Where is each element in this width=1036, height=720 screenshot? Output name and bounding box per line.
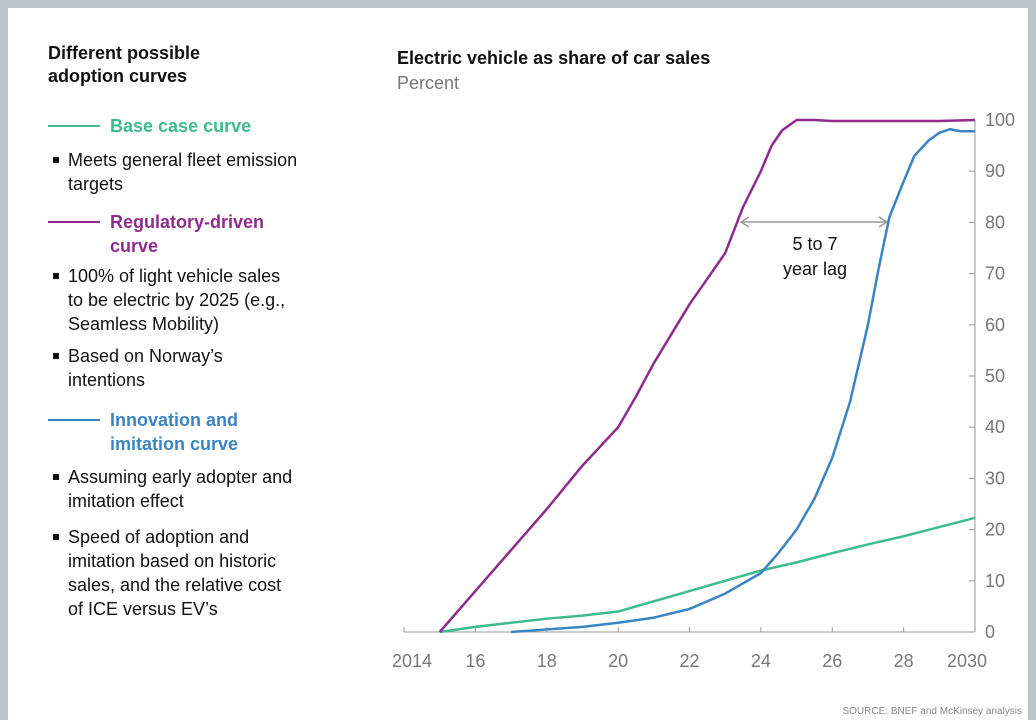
legend-label: Base case curve — [110, 116, 252, 136]
note-line: to be electric by 2025 (e.g., — [68, 290, 286, 310]
note-line: Meets general fleet emission — [68, 150, 298, 170]
annotation: year lag — [783, 259, 847, 279]
note-line: 100% of light vehicle sales — [68, 266, 281, 286]
annotation: 5 to 7 — [792, 234, 837, 254]
y-tick-label: 0 — [985, 622, 995, 642]
legend-swatch — [48, 125, 100, 127]
chart-subtitle: Percent — [397, 73, 459, 93]
y-tick-label: 100 — [985, 110, 1015, 130]
y-tick-label: 20 — [985, 520, 1005, 540]
y-tick-label: 30 — [985, 468, 1005, 488]
legend-label: Innovation and imitation curve — [110, 410, 239, 454]
legend-label: Regulatory-driven curve — [110, 212, 265, 256]
note-line: of ICE versus EV’s — [68, 599, 218, 619]
y-tick-label: 80 — [985, 212, 1005, 232]
y-tick-label: 90 — [985, 161, 1005, 181]
x-tick-label: 28 — [894, 651, 914, 671]
series-line — [438, 118, 976, 633]
y-tick-label: 10 — [985, 571, 1005, 591]
note-line: Based on Norway’s — [68, 346, 223, 366]
note-line: Seamless Mobility) — [68, 314, 220, 334]
note-line: targets — [68, 174, 124, 194]
note-line: Speed of adoption and — [68, 527, 250, 547]
legend-swatch — [48, 419, 100, 421]
x-tick-label: 24 — [751, 651, 771, 671]
note-line: sales, and the relative cost — [68, 575, 282, 595]
source: SOURCE: BNEF and McKinsey analysis — [842, 706, 1022, 717]
y-tick-label: 60 — [985, 315, 1005, 335]
x-tick-label: 2014 — [392, 651, 432, 671]
y-tick-label: 70 — [985, 264, 1005, 284]
x-tick-label: 18 — [537, 651, 557, 671]
note-line: intentions — [68, 370, 146, 390]
legend-note: Speed of adoption and imitation based on … — [53, 525, 368, 621]
y-tick-label: 50 — [985, 366, 1005, 386]
chart-title: Electric vehicle as share of car sales — [397, 48, 710, 68]
x-tick-label: 26 — [822, 651, 842, 671]
legend-note: 100% of light vehicle sales to be electri… — [53, 264, 368, 336]
legend-swatch — [48, 221, 100, 223]
x-tick-label: 2030 — [947, 651, 987, 671]
series-line — [439, 516, 976, 634]
x-tick-label: 22 — [679, 651, 699, 671]
legend-title: Different possible adoption curves — [48, 43, 201, 86]
legend-note: Meets general fleet emission targets — [53, 148, 368, 196]
x-tick-label: 20 — [608, 651, 628, 671]
y-tick-label: 40 — [985, 417, 1005, 437]
x-tick-label: 16 — [465, 651, 485, 671]
legend-note: Based on Norway’s intentions — [53, 344, 368, 392]
note-line: imitation effect — [68, 491, 184, 511]
series-line — [510, 127, 975, 634]
note-line: Assuming early adopter and — [68, 467, 293, 487]
note-line: imitation based on historic — [68, 551, 277, 571]
lag-arrow — [739, 216, 889, 228]
legend-note: Assuming early adopter and imitation effe… — [53, 465, 368, 513]
